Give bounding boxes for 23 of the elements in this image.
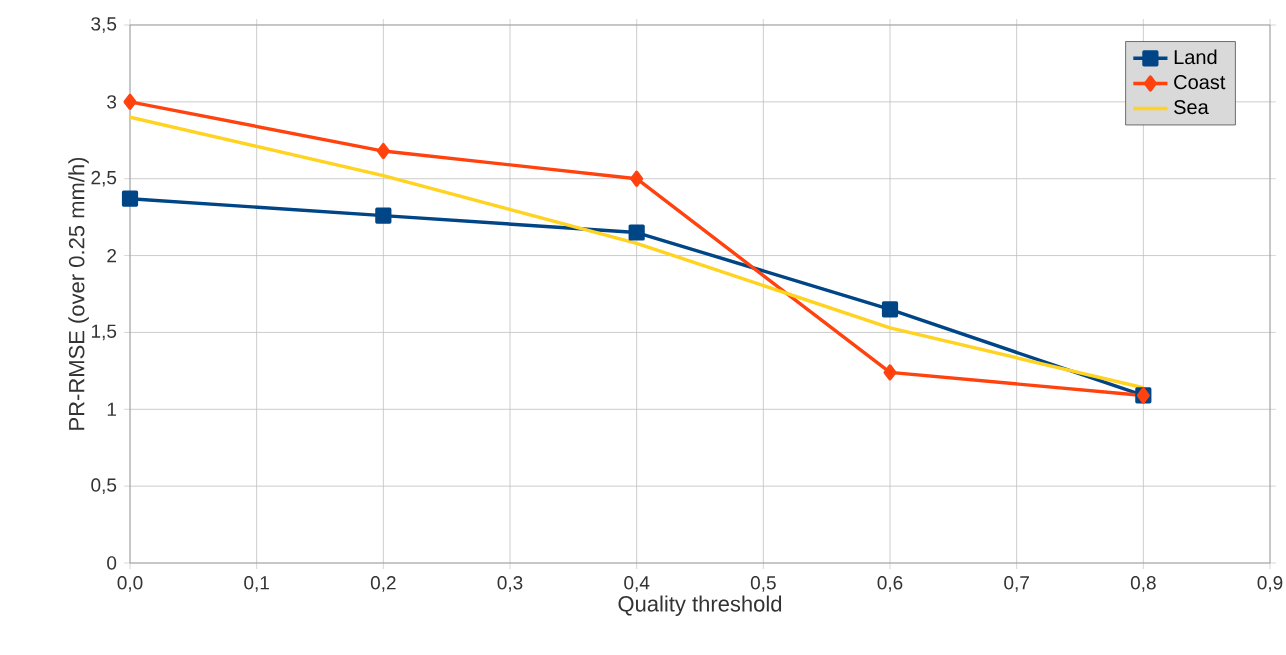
x-tick-label: 0,2 [370, 576, 396, 592]
x-tick-label: 0,8 [1130, 576, 1156, 592]
x-tick-label: 0,0 [117, 576, 143, 592]
x-tick-label: 0,9 [1257, 576, 1283, 592]
x-tick-label: 0,5 [750, 576, 776, 592]
y-tick-label: 3,5 [91, 17, 117, 33]
x-tick-label: 0,6 [877, 576, 903, 592]
legend-label: Land [1174, 49, 1217, 65]
y-tick-label: 1,5 [91, 324, 117, 341]
x-tick-label: 0,1 [244, 576, 269, 592]
y-tick-label: 0,5 [91, 478, 117, 495]
y-tick-label: 2 [107, 248, 116, 263]
x-tick-label: 0,3 [497, 576, 523, 592]
y-tick-label: 3 [107, 95, 117, 109]
y-tick-label: 1 [107, 402, 116, 416]
y-tick-label: 0 [107, 556, 117, 570]
x-tick-label: 0,7 [1004, 576, 1029, 592]
y-tick-label: 2,5 [91, 170, 117, 187]
legend-label: Coast [1174, 75, 1226, 90]
y-axis-title: PR-RMSE (over 0.25 mm/h) [68, 157, 89, 430]
x-axis-title: Quality threshold [618, 595, 782, 616]
legend-label: Sea [1174, 100, 1209, 115]
x-tick-label: 0,4 [624, 576, 650, 592]
